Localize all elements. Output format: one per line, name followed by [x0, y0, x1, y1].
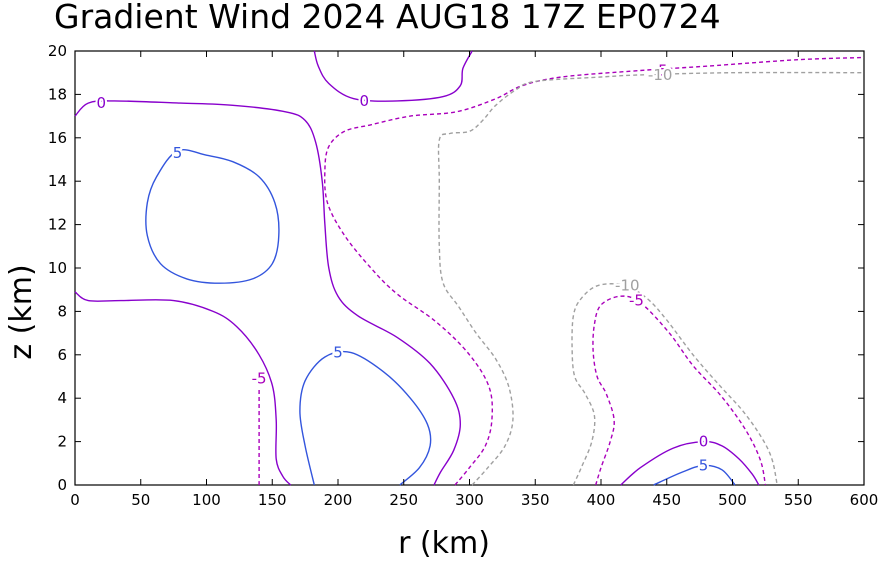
x-axis-ticks: 0 50 100 150 200 250 300 350 400 450 500 550 600 — [70, 51, 878, 509]
x-tick-label: 550 — [784, 491, 813, 509]
contour-line-5-0 — [145, 149, 280, 284]
y-tick-label: 6 — [57, 346, 67, 364]
y-axis-ticks: 0 2 4 6 8 10 12 14 16 18 20 — [48, 42, 864, 494]
contour-line-5-1 — [299, 350, 432, 486]
contour-label-5: -5 — [653, 62, 668, 80]
y-axis-label: z (km) — [4, 264, 39, 359]
contour-line-0-4 — [74, 291, 292, 486]
contour-line-5-2 — [653, 464, 736, 486]
contour-label-1: 5 — [173, 144, 183, 162]
y-tick-label: 0 — [57, 476, 67, 494]
y-tick-label: 8 — [57, 302, 67, 320]
x-tick-label: 600 — [850, 491, 879, 509]
x-axis-label: r (km) — [398, 526, 490, 561]
y-tick-label: 2 — [57, 433, 67, 451]
contour-lines — [74, 50, 865, 486]
plot-frame — [74, 50, 865, 486]
contour-line-neg10-10 — [437, 71, 865, 486]
contour-line-neg10-11 — [571, 283, 778, 486]
contour-label-0: 0 — [97, 94, 107, 112]
contour-line-neg5-8 — [324, 56, 865, 486]
y-tick-label: 12 — [48, 216, 67, 234]
contour-label-4: -5 — [252, 370, 267, 388]
x-tick-label: 200 — [324, 491, 353, 509]
contour-label-10: 5 — [699, 456, 709, 474]
contour-line-0-3 — [74, 100, 462, 486]
x-tick-label: 0 — [70, 491, 80, 509]
contour-label-9: 0 — [699, 433, 709, 451]
x-tick-label: 250 — [389, 491, 418, 509]
y-tick-label: 4 — [57, 389, 67, 407]
x-tick-label: 450 — [652, 491, 681, 509]
y-tick-label: 16 — [48, 129, 67, 147]
contour-label-3: 5 — [333, 344, 343, 362]
contour-label-7: -10 — [615, 276, 640, 294]
x-tick-label: 50 — [131, 491, 150, 509]
contour-label-8: -5 — [629, 292, 644, 310]
contour-label-2: 0 — [360, 92, 370, 110]
y-tick-label: 20 — [48, 42, 67, 60]
contour-line-0-5 — [313, 50, 473, 102]
x-tick-label: 400 — [587, 491, 616, 509]
contour-label-6: -10 — [648, 66, 673, 84]
chart-title: Gradient Wind 2024 AUG18 17Z EP0724 — [54, 0, 721, 36]
x-tick-label: 150 — [258, 491, 287, 509]
y-tick-label: 18 — [48, 85, 67, 103]
contour-line-neg5-9 — [592, 295, 767, 486]
x-tick-label: 500 — [718, 491, 747, 509]
contour-line-0-6 — [620, 440, 760, 486]
y-tick-label: 14 — [48, 172, 67, 190]
y-tick-label: 10 — [48, 259, 67, 277]
x-tick-label: 100 — [192, 491, 221, 509]
x-tick-label: 350 — [521, 491, 550, 509]
x-tick-label: 300 — [455, 491, 484, 509]
